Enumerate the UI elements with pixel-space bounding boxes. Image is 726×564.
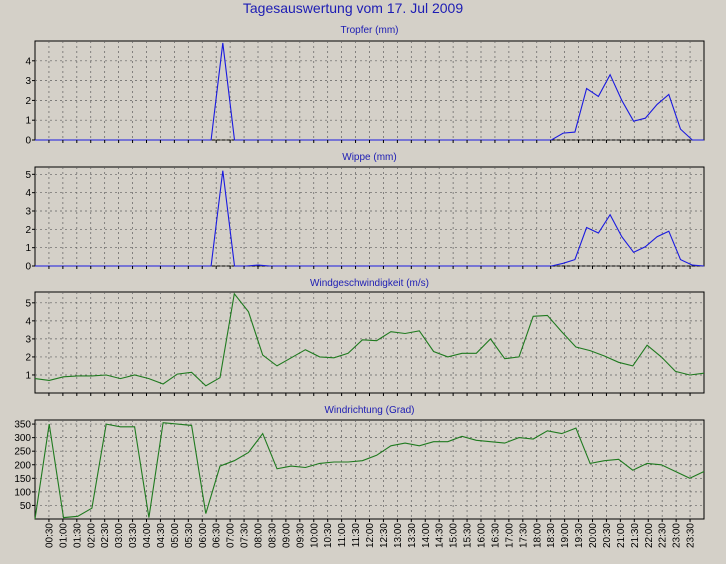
y-tick-label: 3: [25, 207, 31, 218]
y-tick-label: 3: [25, 76, 31, 87]
y-tick-label: 300: [14, 433, 31, 444]
plot-area: [34, 166, 705, 267]
x-tick-label: 20:30: [602, 523, 613, 548]
x-tick-label: 23:30: [686, 523, 697, 548]
x-tick-label: 12:00: [365, 523, 376, 548]
x-tick-label: 21:30: [630, 523, 641, 548]
x-tick-label: 17:30: [518, 523, 529, 548]
x-tick-label: 14:00: [421, 523, 432, 548]
chart-panel: Wippe (mm) 0 1 2 3 4 5: [25, 152, 705, 273]
x-tick-label: 18:30: [546, 523, 557, 548]
y-tick-label: 50: [20, 501, 32, 512]
y-tick-label: 100: [14, 487, 31, 498]
x-tick-label: 04:30: [156, 523, 167, 548]
panel-title: Windgeschwindigkeit (m/s): [310, 278, 429, 289]
x-tick-label: 07:00: [226, 523, 237, 548]
plot-area: [34, 40, 705, 141]
panel-title: Windrichtung (Grad): [324, 405, 414, 416]
x-tick-label: 03:30: [128, 523, 139, 548]
x-tick-label: 16:00: [477, 523, 488, 548]
x-tick-label: 11:30: [351, 523, 362, 548]
y-tick-label: 5: [25, 170, 31, 181]
x-tick-label: 01:30: [72, 523, 83, 548]
x-tick-label: 13:30: [407, 523, 418, 548]
x-tick-label: 08:30: [267, 523, 278, 548]
x-tick-label: 13:00: [393, 523, 404, 548]
x-tick-label: 05:00: [170, 523, 181, 548]
x-tick-label: 21:00: [616, 523, 627, 548]
x-tick-label: 09:00: [281, 523, 292, 548]
series-line: [34, 422, 705, 520]
x-tick-label: 19:00: [560, 523, 571, 548]
y-tick-label: 1: [25, 116, 31, 127]
chart-title: Tagesauswertung vom 17. Jul 2009: [243, 0, 463, 16]
x-tick-label: 09:30: [295, 523, 306, 548]
y-tick-label: 5: [25, 298, 31, 309]
x-tick-label: 19:30: [574, 523, 585, 548]
x-tick-label: 12:30: [379, 523, 390, 548]
y-tick-label: 250: [14, 447, 31, 458]
x-tick-label: 18:00: [532, 523, 543, 548]
y-tick-label: 1: [25, 370, 31, 381]
y-tick-label: 1: [25, 243, 31, 254]
panel-title: Tropfer (mm): [341, 25, 399, 36]
x-tick-label: 04:00: [142, 523, 153, 548]
x-tick-label: 06:30: [212, 523, 223, 548]
x-tick-label: 14:30: [435, 523, 446, 548]
x-tick-label: 07:30: [240, 523, 251, 548]
y-tick-label: 350: [14, 420, 31, 431]
x-tick-label: 20:00: [588, 523, 599, 548]
x-tick-label: 10:30: [323, 523, 334, 548]
x-tick-label: 16:30: [490, 523, 501, 548]
time-axis: 00:30 01:00 01:30 02:00 02:30 03:00 03:30 04:00…: [44, 523, 696, 548]
x-tick-label: 17:00: [504, 523, 515, 548]
x-tick-label: 23:00: [672, 523, 683, 548]
x-tick-label: 22:30: [658, 523, 669, 548]
y-tick-label: 150: [14, 474, 31, 485]
y-tick-label: 0: [25, 262, 31, 273]
x-tick-label: 10:00: [309, 523, 320, 548]
chart-panel: Windrichtung (Grad) 50 100 150 200 250 300 350: [14, 405, 705, 522]
x-tick-label: 00:30: [44, 523, 55, 548]
y-tick-label: 4: [25, 188, 31, 199]
x-tick-label: 15:00: [449, 523, 460, 548]
x-tick-label: 05:30: [184, 523, 195, 548]
chart-panel: Windgeschwindigkeit (m/s) 1 2 3 4 5: [25, 278, 705, 396]
x-tick-label: 22:00: [644, 523, 655, 548]
y-tick-label: 4: [25, 316, 31, 327]
panel-title: Wippe (mm): [342, 152, 396, 163]
x-tick-label: 11:00: [337, 523, 348, 548]
y-tick-label: 2: [25, 352, 31, 363]
y-tick-label: 200: [14, 460, 31, 471]
y-tick-label: 3: [25, 334, 31, 345]
x-tick-label: 08:00: [254, 523, 265, 548]
y-tick-label: 2: [25, 96, 31, 107]
y-tick-label: 2: [25, 225, 31, 236]
x-tick-label: 01:00: [58, 523, 69, 548]
x-tick-label: 02:30: [100, 523, 111, 548]
x-tick-label: 06:00: [198, 523, 209, 548]
y-tick-label: 4: [25, 56, 31, 67]
y-tick-label: 0: [25, 136, 31, 147]
x-tick-label: 15:30: [463, 523, 474, 548]
series-line: [34, 292, 705, 387]
x-tick-label: 03:00: [114, 523, 125, 548]
chart-panel: Tropfer (mm) 0 1 2 3 4: [25, 25, 705, 147]
x-tick-label: 02:00: [86, 523, 97, 548]
